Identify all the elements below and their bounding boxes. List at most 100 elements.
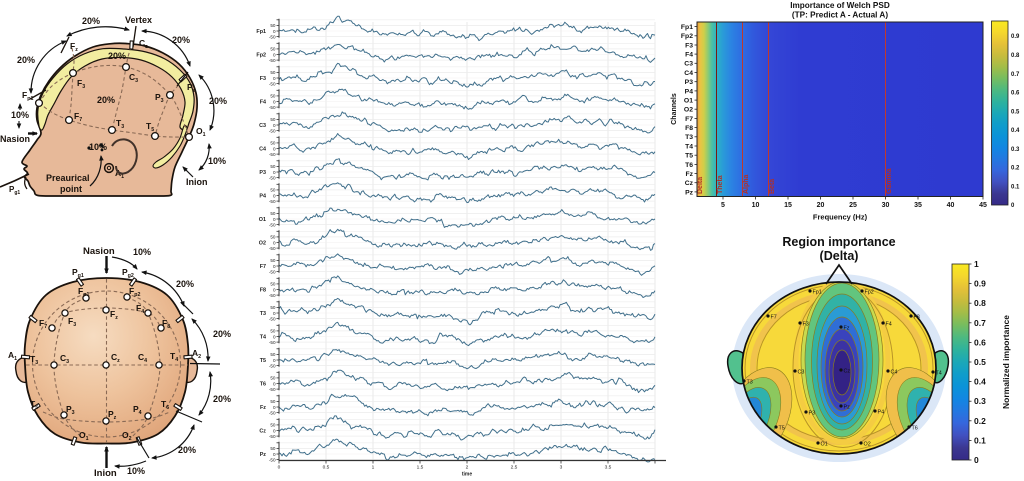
svg-text:-50: -50 (269, 105, 276, 110)
svg-text:2.5: 2.5 (511, 465, 518, 471)
svg-text:1: 1 (372, 465, 375, 471)
svg-text:P3: P3 (685, 79, 694, 86)
svg-text:10%: 10% (89, 142, 107, 152)
svg-text:(Delta): (Delta) (820, 249, 859, 263)
svg-text:2: 2 (466, 465, 469, 471)
svg-text:50: 50 (270, 258, 276, 263)
svg-text:50: 50 (270, 329, 276, 334)
svg-text:T4: T4 (260, 334, 266, 340)
svg-text:50: 50 (270, 70, 276, 75)
svg-text:Cz: Cz (685, 180, 694, 187)
svg-text:0: 0 (273, 405, 276, 410)
svg-text:1: 1 (974, 259, 979, 269)
svg-text:0: 0 (273, 287, 276, 292)
svg-text:0: 0 (273, 452, 276, 457)
svg-text:0.5: 0.5 (323, 465, 330, 471)
svg-text:Frequency (Hz): Frequency (Hz) (813, 213, 868, 222)
svg-text:T3: T3 (260, 311, 266, 317)
svg-text:O1: O1 (821, 442, 828, 448)
svg-text:Pg2: Pg2 (122, 267, 134, 279)
svg-text:Pg1: Pg1 (72, 267, 84, 279)
svg-text:-50: -50 (269, 387, 276, 392)
svg-text:T3: T3 (116, 118, 124, 130)
svg-text:10%: 10% (11, 110, 29, 120)
svg-text:Beta: Beta (769, 179, 776, 194)
svg-text:0: 0 (273, 334, 276, 339)
svg-text:T5: T5 (685, 153, 693, 160)
svg-text:T6: T6 (161, 399, 169, 411)
svg-text:Fp1: Fp1 (256, 29, 266, 35)
svg-text:3.5: 3.5 (605, 465, 612, 471)
svg-text:-50: -50 (269, 410, 276, 415)
svg-text:F8: F8 (685, 125, 693, 132)
svg-text:30: 30 (882, 202, 890, 209)
svg-text:0.1: 0.1 (974, 435, 986, 445)
svg-text:Fp2: Fp2 (865, 290, 874, 296)
svg-text:0.1: 0.1 (1011, 184, 1020, 190)
svg-text:50: 50 (270, 47, 276, 52)
svg-text:-50: -50 (269, 81, 276, 86)
svg-text:C4: C4 (138, 352, 147, 364)
svg-text:-50: -50 (269, 269, 276, 274)
svg-text:Nasion: Nasion (83, 246, 115, 257)
svg-text:Fz: Fz (685, 171, 693, 178)
svg-text:50: 50 (270, 305, 276, 310)
svg-text:1.5: 1.5 (417, 465, 424, 471)
svg-text:50: 50 (270, 117, 276, 122)
svg-text:50: 50 (270, 446, 276, 451)
svg-text:Normalized importance: Normalized importance (1001, 315, 1011, 409)
svg-text:F3: F3 (77, 78, 85, 90)
svg-text:10: 10 (752, 202, 760, 209)
svg-text:C3: C3 (684, 61, 693, 68)
svg-text:Theta: Theta (717, 175, 724, 194)
svg-text:A1: A1 (8, 350, 17, 362)
svg-text:Pg1: Pg1 (9, 185, 20, 196)
svg-text:T5: T5 (146, 121, 154, 133)
svg-text:T5: T5 (779, 426, 785, 432)
svg-text:Importance of Welch PSD: Importance of Welch PSD (790, 1, 890, 10)
svg-text:5: 5 (721, 202, 725, 209)
svg-text:F3: F3 (68, 316, 76, 328)
svg-text:O2: O2 (259, 240, 266, 246)
svg-text:C3: C3 (798, 370, 805, 376)
svg-text:-50: -50 (269, 34, 276, 39)
svg-text:T6: T6 (260, 381, 266, 387)
svg-text:F8: F8 (914, 315, 920, 321)
svg-text:T6: T6 (912, 426, 918, 432)
svg-text:F7: F7 (685, 116, 693, 123)
svg-text:F8: F8 (162, 318, 170, 330)
svg-text:(TP: Predict A - Actual A): (TP: Predict A - Actual A) (792, 11, 888, 20)
svg-text:0.4: 0.4 (974, 377, 986, 387)
svg-text:20%: 20% (82, 16, 100, 26)
svg-text:O2: O2 (684, 107, 693, 114)
svg-text:O1: O1 (196, 126, 206, 138)
svg-text:F4: F4 (136, 303, 144, 315)
svg-text:0.9: 0.9 (1011, 34, 1020, 40)
svg-text:O2: O2 (122, 430, 132, 442)
svg-text:50: 50 (270, 282, 276, 287)
svg-text:P3: P3 (259, 170, 266, 176)
svg-text:0: 0 (278, 465, 281, 471)
svg-text:0.7: 0.7 (1011, 72, 1020, 78)
svg-text:0.6: 0.6 (1011, 91, 1020, 97)
svg-text:0: 0 (273, 99, 276, 104)
svg-text:0.3: 0.3 (974, 396, 986, 406)
svg-text:P3: P3 (66, 404, 75, 416)
svg-text:Cz: Cz (111, 352, 120, 364)
svg-text:Fz: Fz (70, 41, 78, 53)
svg-text:0.8: 0.8 (1011, 53, 1020, 59)
svg-text:Pz: Pz (844, 405, 851, 411)
svg-text:F7: F7 (74, 111, 82, 123)
svg-text:F3: F3 (685, 42, 693, 49)
svg-text:-50: -50 (269, 363, 276, 368)
svg-text:Fz: Fz (110, 309, 118, 321)
svg-text:-50: -50 (269, 434, 276, 439)
svg-text:C3: C3 (259, 123, 266, 129)
svg-text:-50: -50 (269, 128, 276, 133)
svg-text:25: 25 (849, 202, 857, 209)
svg-text:50: 50 (270, 211, 276, 216)
svg-text:0.2: 0.2 (974, 416, 986, 426)
svg-text:-50: -50 (269, 457, 276, 462)
svg-text:0: 0 (974, 455, 979, 465)
svg-text:Pz: Pz (685, 189, 694, 196)
